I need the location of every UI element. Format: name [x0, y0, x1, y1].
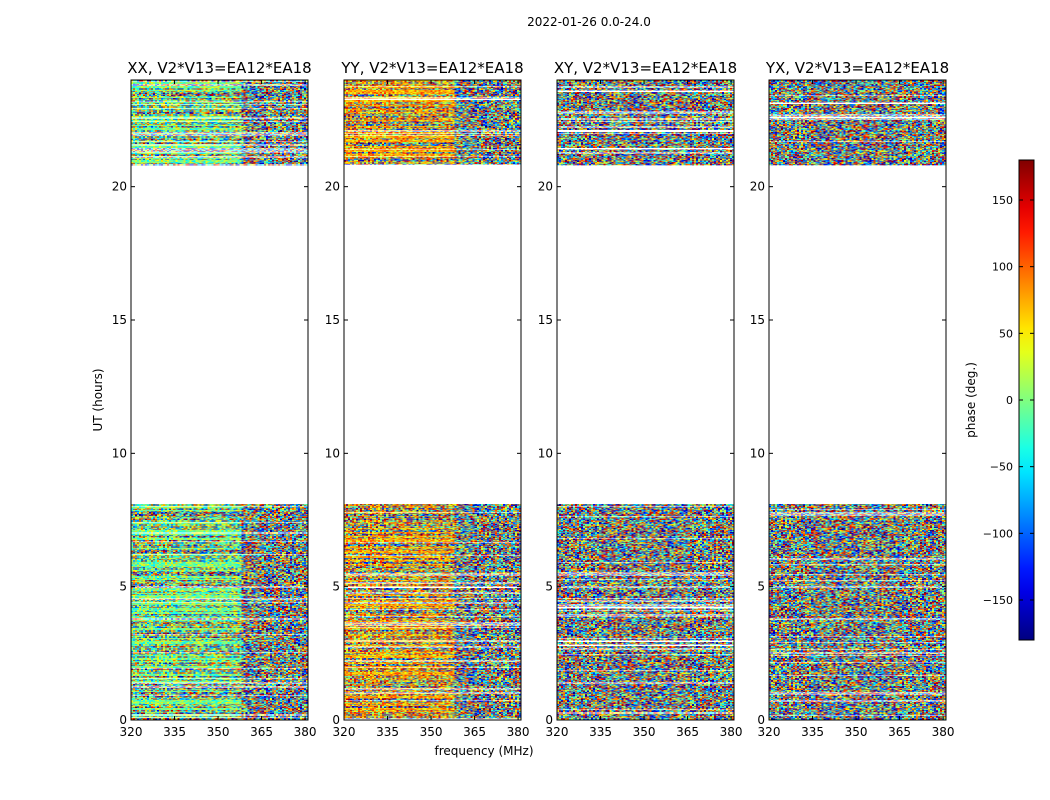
x-tick-label: 380	[294, 725, 317, 739]
x-axis-label: frequency (MHz)	[434, 744, 533, 758]
heatmap-block-xx-0	[131, 504, 308, 720]
y-tick-label: 0	[119, 713, 127, 727]
panel-yy: YY, V2*V13=EA12*EA18 0 5 10 15 20 320 335 350 365…	[325, 59, 530, 739]
y-tick-label: 0	[757, 713, 765, 727]
x-tick-label: 320	[120, 725, 143, 739]
y-tick-label: 5	[545, 580, 553, 594]
y-tick-label: 20	[538, 180, 553, 194]
x-tick-label: 335	[376, 725, 399, 739]
x-tick-label: 380	[507, 725, 530, 739]
x-tick-label: 320	[758, 725, 781, 739]
y-tick-label: 5	[757, 580, 765, 594]
x-tick-label: 335	[163, 725, 186, 739]
x-tick-label: 335	[801, 725, 824, 739]
y-axis-label: UT (hours)	[91, 368, 105, 431]
heatmap-block-xx-1	[131, 80, 308, 166]
colorbar-tick-label: −150	[983, 594, 1013, 607]
y-tick-label: 20	[325, 180, 340, 194]
x-tick-label: 320	[333, 725, 356, 739]
panel-frame	[343, 79, 522, 721]
y-tick-label: 20	[112, 180, 127, 194]
panel-title-xx: XX, V2*V13=EA12*EA18	[127, 59, 311, 77]
y-tick-label: 15	[750, 313, 765, 327]
x-tick-label: 365	[463, 725, 486, 739]
x-tick-label: 380	[932, 725, 955, 739]
colorbar-tick-label: −50	[990, 461, 1013, 474]
heatmap-block-xy-0	[557, 504, 734, 720]
colorbar-tick-label: −100	[983, 527, 1013, 540]
y-tick-label: 15	[538, 313, 553, 327]
x-tick-label: 335	[589, 725, 612, 739]
panel-frame	[130, 79, 309, 721]
heatmap-block-xy-1	[557, 80, 734, 166]
y-tick-label: 0	[545, 713, 553, 727]
heatmap-block-yx-1	[769, 80, 946, 166]
x-tick-label: 350	[207, 725, 230, 739]
panel-frame	[768, 79, 947, 721]
y-tick-label: 10	[325, 446, 340, 460]
y-tick-label: 5	[332, 580, 340, 594]
heatmap-block-yy-0	[344, 504, 521, 720]
panels-group: XX, V2*V13=EA12*EA18 0 5 10 15 20 320 335 350 365…	[112, 59, 955, 739]
y-tick-label: 15	[325, 313, 340, 327]
x-tick-label: 350	[420, 725, 443, 739]
heatmap-block-yx-0	[769, 504, 946, 720]
y-tick-label: 15	[112, 313, 127, 327]
panel-title-yy: YY, V2*V13=EA12*EA18	[340, 59, 523, 77]
panel-xx: XX, V2*V13=EA12*EA18 0 5 10 15 20 320 335 350 365…	[112, 59, 317, 739]
x-tick-label: 320	[546, 725, 569, 739]
y-tick-label: 10	[538, 446, 553, 460]
x-tick-label: 365	[888, 725, 911, 739]
x-tick-label: 350	[845, 725, 868, 739]
colorbar-tick-label: 50	[999, 327, 1013, 340]
panel-title-xy: XY, V2*V13=EA12*EA18	[554, 59, 737, 77]
x-tick-label: 350	[633, 725, 656, 739]
x-tick-label: 380	[720, 725, 743, 739]
panel-frame	[556, 79, 735, 721]
y-tick-label: 0	[332, 713, 340, 727]
panel-xy: XY, V2*V13=EA12*EA18 0 5 10 15 20 320 335 350 365…	[538, 59, 743, 739]
colorbar-tick-label: 100	[992, 261, 1013, 274]
panel-title-yx: YX, V2*V13=EA12*EA18	[765, 59, 949, 77]
heatmap-block-yy-1	[344, 80, 521, 166]
y-tick-label: 10	[112, 446, 127, 460]
y-tick-label: 20	[750, 180, 765, 194]
y-tick-label: 10	[750, 446, 765, 460]
colorbar: phase (deg.) −150 −100 −50 0 50 100 150	[964, 159, 1035, 641]
colorbar-tick-label: 0	[1006, 394, 1013, 407]
figure-suptitle: 2022-01-26 0.0-24.0	[527, 15, 651, 29]
y-tick-label: 5	[119, 580, 127, 594]
colorbar-tick-label: 150	[992, 194, 1013, 207]
colorbar-label: phase (deg.)	[964, 362, 978, 438]
panel-yx: YX, V2*V13=EA12*EA18 0 5 10 15 20 320 335 350 365…	[750, 59, 955, 739]
x-tick-label: 365	[676, 725, 699, 739]
x-tick-label: 365	[250, 725, 273, 739]
